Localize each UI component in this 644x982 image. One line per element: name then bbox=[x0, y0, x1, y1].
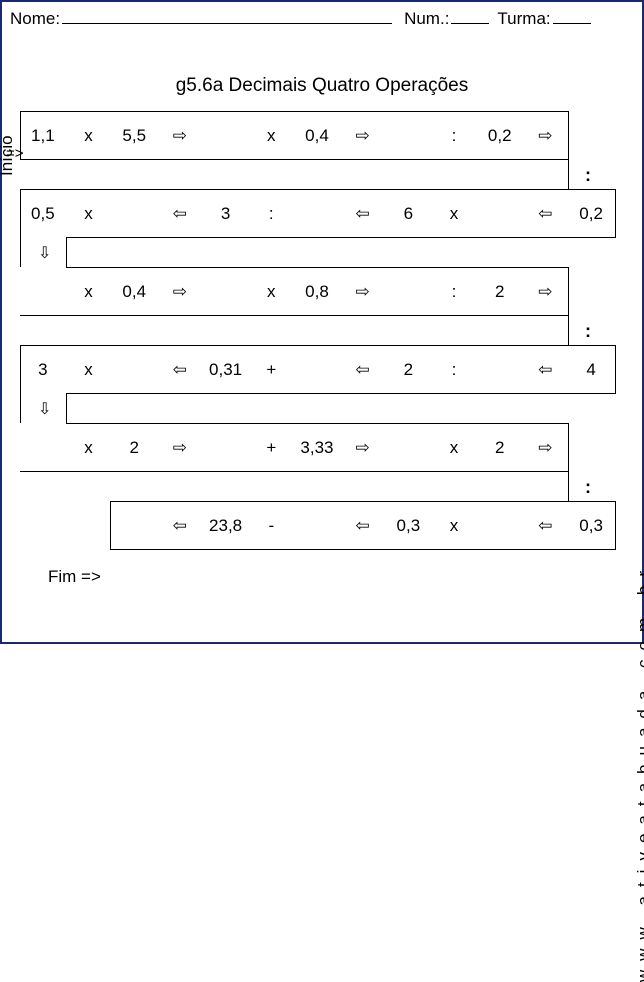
grid-area: : ⇩ : ⇩ : bbox=[20, 111, 615, 549]
cell: 0,3 bbox=[386, 517, 432, 534]
cell: : bbox=[431, 361, 477, 378]
cell: ⇨ bbox=[157, 127, 203, 144]
cell: ⇦ bbox=[340, 517, 386, 534]
cell: ⇦ bbox=[340, 205, 386, 222]
cell: 2 bbox=[386, 361, 432, 378]
cell: 0,31 bbox=[203, 361, 249, 378]
math-row: x0,4⇨x0,8⇨:2⇨ bbox=[20, 267, 615, 315]
cell: 3 bbox=[20, 361, 66, 378]
cell: ⇨ bbox=[523, 283, 569, 300]
math-row: 1,1x5,5⇨x0,4⇨:0,2⇨ bbox=[20, 111, 615, 159]
fim-label: Fim => bbox=[48, 567, 101, 587]
cell: + bbox=[248, 361, 294, 378]
cell: ⇨ bbox=[340, 127, 386, 144]
worksheet-page: Nome: Num.: Turma: g5.6a Decimais Quatro… bbox=[0, 0, 644, 644]
cell: x bbox=[248, 283, 294, 300]
class-label: Turma: bbox=[497, 9, 550, 29]
math-grid: 1,1x5,5⇨x0,4⇨:0,2⇨0,5x⇦3:⇦6x⇦0,2x0,4⇨x0,… bbox=[20, 111, 615, 549]
cell: 0,8 bbox=[294, 283, 340, 300]
cell: ⇨ bbox=[340, 439, 386, 456]
class-field[interactable] bbox=[553, 8, 591, 24]
name-label: Nome: bbox=[10, 9, 60, 29]
cell: 2 bbox=[477, 283, 523, 300]
cell: x bbox=[66, 127, 112, 144]
cell: 0,2 bbox=[477, 127, 523, 144]
cell: ⇦ bbox=[523, 517, 569, 534]
cell: 6 bbox=[386, 205, 432, 222]
cell: 23,8 bbox=[203, 517, 249, 534]
cell: 3,33 bbox=[294, 439, 340, 456]
num-label: Num.: bbox=[404, 9, 449, 29]
header: Nome: Num.: Turma: bbox=[2, 2, 642, 29]
cell: 0,2 bbox=[568, 205, 614, 222]
math-row: 3x⇦0,31+⇦2:⇦4 bbox=[20, 345, 615, 393]
cell: x bbox=[431, 517, 477, 534]
cell: ⇦ bbox=[157, 205, 203, 222]
cell: ⇦ bbox=[340, 361, 386, 378]
cell: x bbox=[66, 361, 112, 378]
site-label: www.ativeatabuada.com.br bbox=[634, 562, 644, 982]
num-field[interactable] bbox=[451, 8, 489, 24]
math-row: ⇦23,8-⇦0,3x⇦0,3 bbox=[20, 501, 615, 549]
cell: 0,3 bbox=[568, 517, 614, 534]
cell: - bbox=[248, 517, 294, 534]
cell: 3 bbox=[203, 205, 249, 222]
cell: x bbox=[66, 439, 112, 456]
cell: + bbox=[248, 439, 294, 456]
cell: 0,4 bbox=[294, 127, 340, 144]
cell: ⇨ bbox=[340, 283, 386, 300]
cell: x bbox=[66, 283, 112, 300]
name-field[interactable] bbox=[62, 8, 392, 24]
cell: x bbox=[248, 127, 294, 144]
cell: x bbox=[431, 205, 477, 222]
worksheet-title: g5.6a Decimais Quatro Operações bbox=[2, 75, 642, 97]
math-row: 0,5x⇦3:⇦6x⇦0,2 bbox=[20, 189, 615, 237]
cell: ⇨ bbox=[157, 283, 203, 300]
cell: : bbox=[431, 127, 477, 144]
math-row: x2⇨+3,33⇨x2⇨ bbox=[20, 423, 615, 471]
cell: 5,5 bbox=[111, 127, 157, 144]
cell: ⇦ bbox=[157, 361, 203, 378]
cell: ⇨ bbox=[523, 127, 569, 144]
cell: ⇦ bbox=[157, 517, 203, 534]
cell: 2 bbox=[477, 439, 523, 456]
cell: 0,4 bbox=[111, 283, 157, 300]
cell: : bbox=[431, 283, 477, 300]
cell: 0,5 bbox=[20, 205, 66, 222]
cell: ⇦ bbox=[523, 205, 569, 222]
cell: ⇨ bbox=[157, 439, 203, 456]
cell: 4 bbox=[568, 361, 614, 378]
cell: x bbox=[431, 439, 477, 456]
cell: x bbox=[66, 205, 112, 222]
cell: : bbox=[248, 205, 294, 222]
cell: 1,1 bbox=[20, 127, 66, 144]
cell: ⇨ bbox=[523, 439, 569, 456]
cell: ⇦ bbox=[523, 361, 569, 378]
cell: 2 bbox=[111, 439, 157, 456]
